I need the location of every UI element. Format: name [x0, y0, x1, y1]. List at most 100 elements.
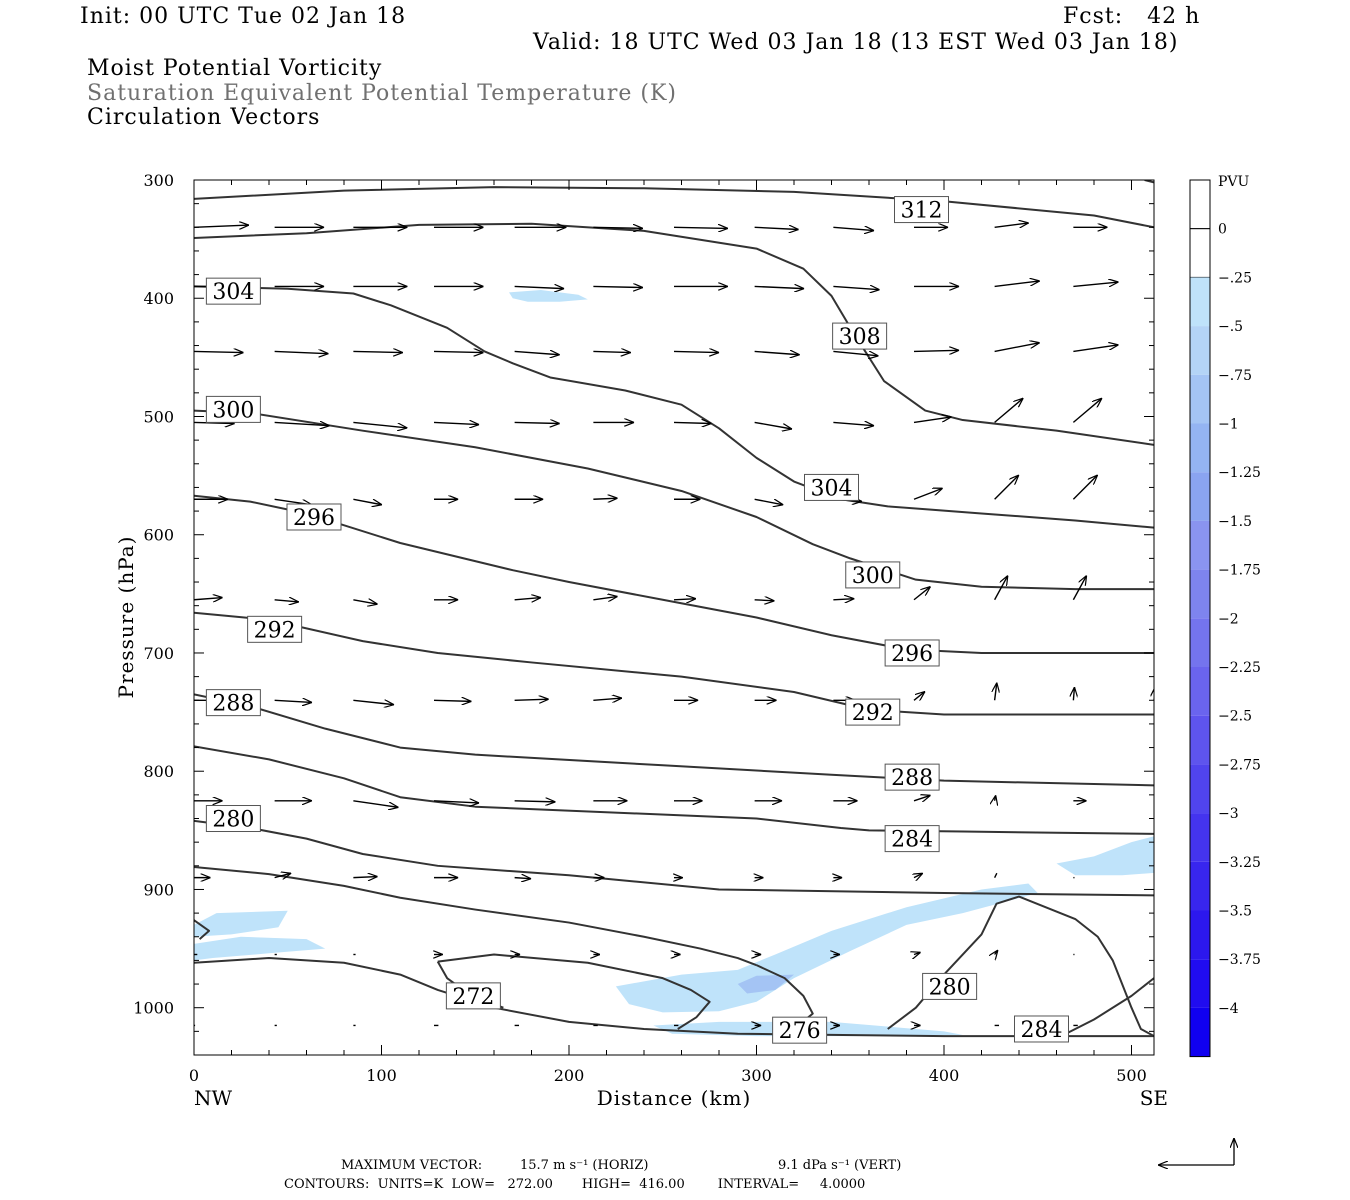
circulation-vector — [593, 227, 643, 228]
circulation-vector — [1072, 576, 1086, 601]
circulation-vector — [833, 422, 874, 425]
circulation-vector — [994, 281, 1040, 288]
plot-frame — [193, 179, 1155, 1056]
circulation-vector — [433, 351, 484, 352]
circulation-vector — [353, 498, 382, 505]
contour-label: 272 — [452, 985, 494, 1010]
circulation-vector — [274, 700, 312, 702]
x-tick-label: 0 — [189, 1066, 199, 1085]
contour-label-box — [205, 395, 261, 423]
circulation-vector — [353, 699, 394, 704]
circulation-vector — [274, 600, 299, 602]
contour-label: 312 — [901, 199, 943, 224]
colorbar-level-label: −1.25 — [1218, 465, 1261, 481]
circulation-vector — [353, 351, 403, 352]
circulation-vector — [593, 596, 617, 599]
contour-line-292 — [194, 611, 1154, 716]
y-tick-label: 500 — [143, 407, 174, 426]
circulation-vector — [833, 227, 874, 230]
circulation-vector — [833, 350, 878, 355]
circulation-vector — [995, 795, 996, 801]
colorbar-level-label: −.25 — [1218, 270, 1252, 286]
y-tick-label: 900 — [143, 880, 174, 899]
contour-label: 280 — [929, 975, 971, 1000]
colorbar-level-label: −1.75 — [1218, 563, 1261, 579]
colorbar-cell — [1190, 618, 1210, 667]
contour-label-box — [845, 698, 901, 726]
contour-label-box — [894, 196, 949, 224]
contour-label-box — [845, 561, 901, 589]
pv-shaded-region — [1056, 836, 1154, 876]
field-title-mpv: Moist Potential Vorticity — [87, 56, 383, 81]
colorbar-level-label: −2 — [1218, 611, 1239, 627]
circulation-vector — [514, 286, 565, 288]
colorbar-units: PVU — [1218, 174, 1250, 190]
colorbar-level-label: −3 — [1218, 806, 1239, 822]
circulation-vector — [754, 498, 784, 505]
forecast-hour: Fcst: 42 h — [1063, 4, 1201, 29]
pv-shaded-region — [615, 883, 1038, 1013]
circulation-vector — [994, 343, 1040, 353]
colorbar-cell — [1190, 715, 1210, 765]
contour-line-312 — [194, 186, 1154, 229]
circulation-vector — [1073, 282, 1118, 288]
colorbar-cell — [1190, 910, 1210, 960]
circulation-vector — [673, 422, 711, 423]
contour-label: 304 — [811, 476, 853, 501]
circulation-vector — [833, 599, 854, 600]
circulation-vector — [913, 795, 931, 801]
circulation-vector — [754, 286, 805, 288]
circulation-vector — [433, 422, 479, 424]
circulation-vector — [754, 421, 792, 429]
circulation-vector — [1073, 345, 1118, 353]
contour-line-284 — [194, 745, 1154, 835]
circulation-vector — [754, 600, 775, 601]
contour-line-280 — [194, 819, 1154, 897]
colorbar-cell — [1190, 959, 1210, 1008]
colorbar-level-label: −3.25 — [1218, 855, 1261, 871]
circulation-vector — [1153, 226, 1154, 228]
colorbar-cell — [1190, 277, 1210, 327]
colorbar-cell — [1190, 813, 1210, 862]
contour-label-box — [804, 473, 859, 501]
colorbar-level-label: −1.5 — [1218, 514, 1252, 530]
contour-label-box — [205, 689, 261, 717]
x-tick-label: 200 — [554, 1066, 585, 1085]
y-tick-label: 1000 — [133, 999, 174, 1018]
contour-line-288 — [194, 693, 1154, 787]
y-tick-label: 400 — [143, 289, 174, 308]
contour-line-308 — [194, 222, 1154, 446]
contour-label: 292 — [254, 618, 296, 643]
colorbar-level-label: −2.25 — [1218, 660, 1261, 676]
circulation-vector — [995, 683, 997, 701]
contour-label: 300 — [852, 564, 894, 589]
contour-label-box — [884, 825, 940, 853]
colorbar-level-label: −4 — [1218, 1001, 1239, 1017]
pv-shaded-region — [194, 910, 288, 937]
circulation-vector — [593, 351, 630, 352]
contour-label-box — [1014, 1015, 1069, 1043]
circulation-vector — [993, 872, 998, 878]
contour-line-276 — [194, 865, 757, 967]
circulation-vector — [194, 225, 249, 227]
y-tick-label: 300 — [143, 171, 174, 190]
field-title-vectors: Circulation Vectors — [87, 105, 321, 130]
y-axis-label: Pressure (hPa) — [114, 536, 138, 699]
contour-line-304 — [194, 285, 1154, 529]
circulation-vector — [353, 877, 377, 878]
init-time: Init: 00 UTC Tue 02 Jan 18 — [80, 4, 407, 29]
colorbar-level-label: −3.75 — [1218, 952, 1261, 968]
x-tick-label: 400 — [929, 1066, 960, 1085]
contour-label: 284 — [1021, 1018, 1063, 1043]
circulation-vector — [673, 351, 719, 352]
circulation-vector — [754, 351, 800, 354]
contour-label: 280 — [212, 808, 254, 833]
y-tick-label: 800 — [143, 762, 174, 781]
circulation-vector — [1153, 598, 1154, 600]
circulation-vector — [914, 873, 923, 877]
pv-shaded-region — [737, 974, 794, 994]
contour-label: 304 — [212, 280, 254, 305]
contour-label-layer: 312 304 308 300 304 296 300 292 296 288 292 288 280 2… — [205, 196, 1069, 1044]
colorbar-cell — [1190, 569, 1210, 619]
